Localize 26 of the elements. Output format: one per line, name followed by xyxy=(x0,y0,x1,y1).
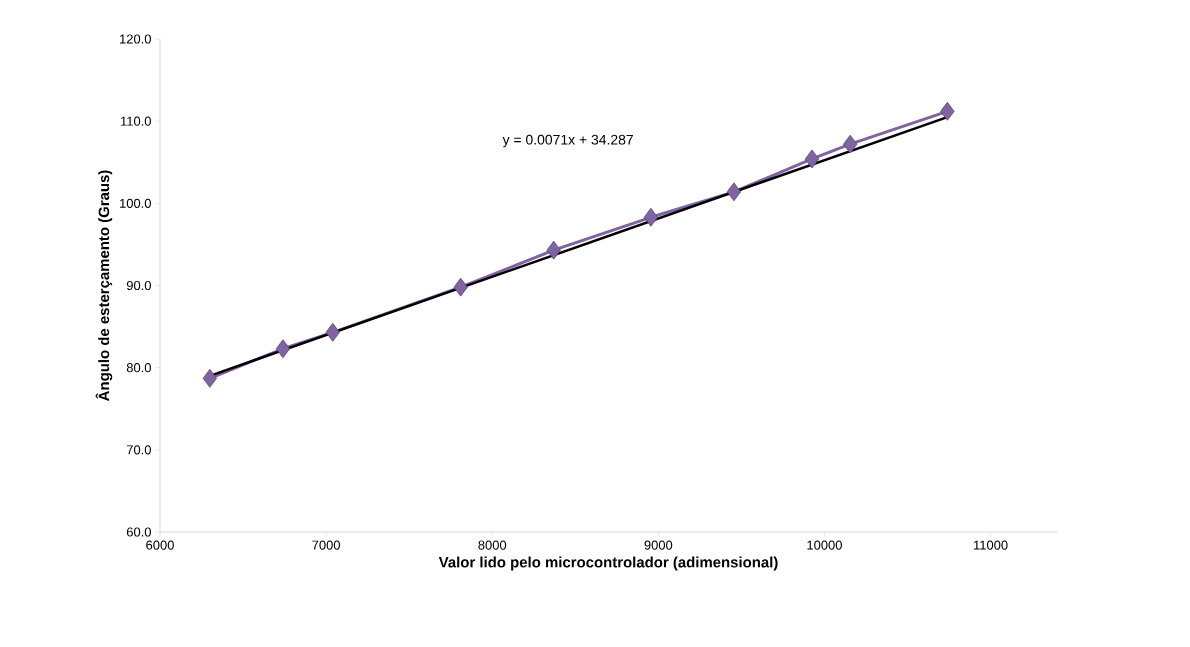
point xyxy=(804,149,820,169)
y-tick-label: 90.0 xyxy=(126,280,151,291)
x-tick-label: 7000 xyxy=(312,540,341,550)
annotation: y = 0.0071x + 34.287 xyxy=(502,134,633,148)
y-tick-label: 100.0 xyxy=(120,198,151,208)
point xyxy=(325,322,340,342)
y-axis-title: Ângulo de esterçamento (Graus) xyxy=(95,170,113,401)
x-tick-label: 8000 xyxy=(478,540,507,550)
x-tick-label: 10000 xyxy=(807,540,842,550)
point xyxy=(726,182,742,202)
x-axis-title: Valor lido pelo microcontrolador (adimensional) xyxy=(438,556,778,571)
point xyxy=(546,240,561,260)
x-tick-label: 6000 xyxy=(146,540,174,550)
y-tick-label: 120.0 xyxy=(120,34,151,44)
y-tick-label: 70.0 xyxy=(126,445,151,455)
point xyxy=(643,207,659,227)
x-tick-label: 11000 xyxy=(974,540,1008,550)
point xyxy=(275,339,291,359)
point xyxy=(940,101,955,121)
y-tick-label: 60.0 xyxy=(126,527,151,537)
x-tick-label: 9000 xyxy=(644,540,673,550)
point xyxy=(453,277,468,297)
y-tick-label: 110.0 xyxy=(121,116,151,126)
y-tick-label: 80.0 xyxy=(126,363,151,373)
point xyxy=(843,134,858,154)
point xyxy=(202,368,217,388)
